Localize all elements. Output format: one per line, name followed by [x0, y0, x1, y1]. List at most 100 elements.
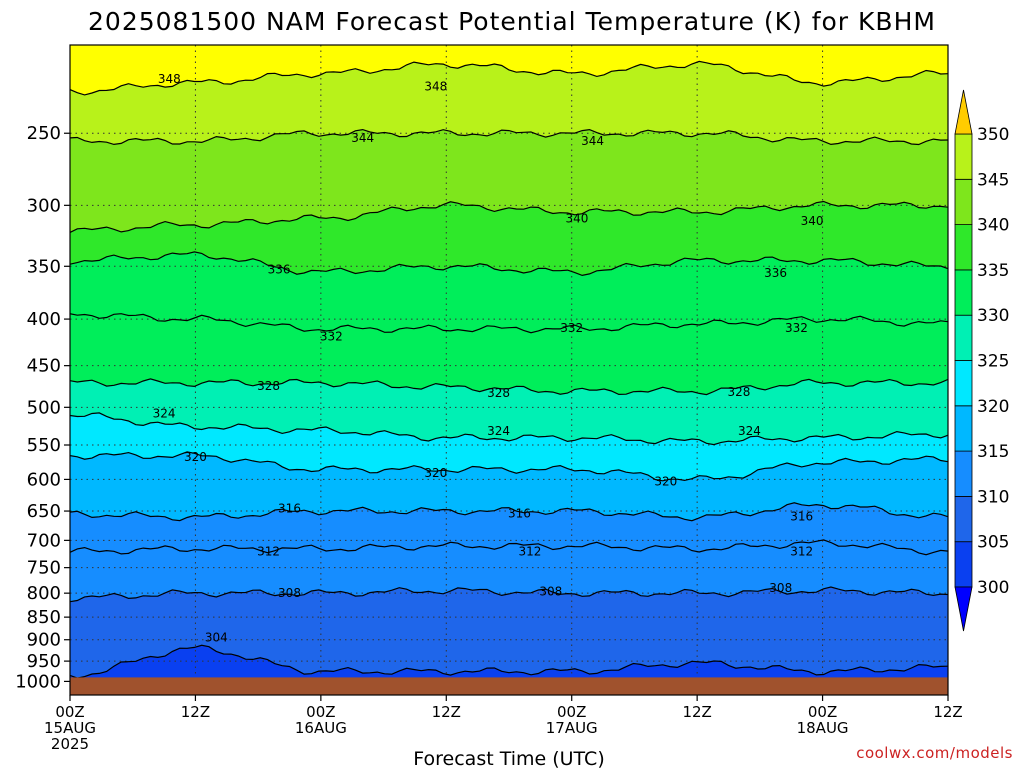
isentrope-316	[70, 502, 948, 522]
colorbar-label: 300	[977, 578, 1009, 598]
isentrope-336	[70, 251, 948, 277]
theta-band	[70, 502, 948, 555]
isentrope-308	[70, 586, 948, 603]
colorbar-segment	[954, 178, 973, 226]
theta-band	[70, 251, 948, 333]
colorbar-segment	[954, 133, 973, 180]
x-axis-label: Forecast Time (UTC)	[413, 748, 604, 768]
contour-label: 324	[487, 424, 510, 438]
colorbar-segment	[954, 269, 973, 316]
contour-label: 320	[184, 450, 207, 464]
contour-label: 304	[205, 631, 228, 645]
y-tick-label: 650	[27, 501, 61, 522]
x-tick-label: 00Z	[55, 703, 84, 721]
x-tick-label: 00Z	[557, 703, 586, 721]
colorbar-label: 335	[977, 261, 1009, 281]
isentrope-304	[70, 644, 948, 679]
theta-band	[70, 412, 948, 481]
isentrope-contours	[70, 60, 948, 679]
x-tick-label: 17AUG	[546, 719, 598, 737]
isentrope-324	[70, 412, 948, 446]
colorbar-over-triangle	[954, 89, 973, 135]
x-tick-label: 12Z	[933, 703, 962, 721]
colorbar-label: 325	[977, 352, 1009, 372]
theta-band	[70, 587, 948, 679]
x-tick-label: 12Z	[181, 703, 210, 721]
y-tick-label: 400	[27, 309, 61, 330]
colorbar-segment	[954, 360, 973, 407]
y-tick-label: 800	[27, 583, 61, 604]
contour-label: 332	[560, 321, 583, 335]
isentrope-328	[70, 378, 948, 396]
y-tick-label: 300	[27, 195, 61, 216]
contour-label: 344	[581, 134, 604, 148]
colorbar: 300 305 310 315 320 325 330 335 340 345 350	[954, 89, 1009, 632]
theta-band	[70, 129, 948, 233]
x-tick-label: 00Z	[306, 703, 335, 721]
contour-label: 332	[785, 321, 808, 335]
x-tick-label: 18AUG	[797, 719, 849, 737]
y-tick-label: 450	[27, 356, 61, 377]
contour-label: 328	[727, 385, 750, 399]
colorbar-segment	[954, 405, 973, 452]
colorbar-label: 310	[977, 487, 1009, 507]
colorbar-label: 305	[977, 533, 1009, 553]
theta-band	[70, 201, 948, 276]
colorbar-label: 345	[977, 170, 1009, 190]
surface-terrain	[70, 677, 948, 695]
colorbar-label: 315	[977, 442, 1009, 462]
contour-label: 320	[424, 466, 447, 480]
y-tick-label: 900	[27, 630, 61, 651]
colorbar-under-triangle	[954, 586, 973, 632]
contour-label: 332	[320, 329, 343, 343]
contour-label: 312	[257, 545, 280, 559]
colorbar-segment	[954, 541, 973, 588]
y-tick-label: 1000	[15, 671, 61, 692]
colorbar-label: 320	[977, 397, 1009, 417]
colorbar-segment	[954, 495, 973, 543]
x-tick-label: 12Z	[432, 703, 461, 721]
contour-label: 336	[268, 263, 291, 277]
contour-label: 324	[153, 407, 176, 421]
x-tick-label: 16AUG	[295, 719, 347, 737]
contour-label: 316	[508, 506, 531, 520]
isentrope-312	[70, 539, 948, 556]
y-tick-label: 600	[27, 469, 61, 490]
isentrope-348	[70, 60, 948, 96]
colorbar-label: 350	[977, 125, 1009, 145]
contour-label: 336	[764, 266, 787, 280]
colorbar-segment	[954, 450, 973, 497]
grid-lines	[70, 45, 948, 695]
y-tick-label: 950	[27, 651, 61, 672]
chart-title: 2025081500 NAM Forecast Potential Temper…	[88, 7, 936, 36]
y-tick-label: 500	[27, 397, 61, 418]
x-tick-label: 12Z	[682, 703, 711, 721]
y-tick-label: 350	[27, 256, 61, 277]
contour-label: 312	[790, 545, 813, 559]
x-tick-label: 00Z	[808, 703, 837, 721]
contour-label: 316	[790, 509, 813, 523]
contour-label: 348	[158, 72, 181, 86]
y-tick-label: 700	[27, 530, 61, 551]
theta-band	[70, 539, 948, 602]
isentrope-344	[70, 128, 948, 146]
y-tick-label: 850	[27, 607, 61, 628]
contour-label: 344	[351, 131, 374, 145]
contour-label: 312	[518, 545, 541, 559]
y-tick-label: 250	[27, 123, 61, 144]
contour-label: 340	[565, 211, 588, 225]
colorbar-label: 340	[977, 216, 1009, 236]
contour-label: 348	[424, 79, 447, 93]
contour-label: 308	[539, 585, 562, 599]
contour-label: 328	[257, 379, 280, 393]
contour-label: 308	[769, 581, 792, 595]
credit-text: coolwx.com/models	[856, 744, 1013, 762]
y-tick-label: 750	[27, 558, 61, 579]
y-axis: 2503003504004505005506006507007508008509…	[15, 123, 70, 692]
colorbar-segment	[954, 314, 973, 361]
theta-band	[70, 313, 948, 395]
theta-band	[70, 378, 948, 445]
contour-label: 324	[738, 424, 761, 438]
